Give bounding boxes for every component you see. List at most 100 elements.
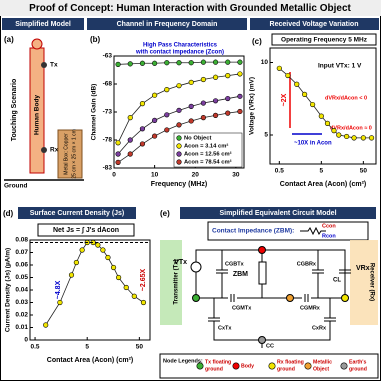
rcon-label: Rcon [322,233,336,239]
data-point [164,86,170,93]
panel-header: Simplified Model [15,21,71,28]
legend-marker [176,151,182,157]
panel-label: (d) [3,209,14,218]
y-axis-label: Channel Gain (dB) [91,84,98,141]
title: Proof of Concept: Human Interaction with… [29,3,351,14]
data-point [127,151,133,157]
capacitor [208,298,336,341]
zbm-label: ZBM [233,271,248,278]
data-point [79,247,85,253]
data-point [237,59,243,65]
data-point [127,114,133,121]
y-axis-label: Voltage (VRx) (mV) [249,77,256,135]
x-axis-label: Contact Area (Acon) (cm²) [280,181,366,188]
subheader: Operating Frequency 5 MHz [281,37,368,44]
data-point [318,113,324,119]
y-tick-label: 0.01 [15,324,28,331]
tx-region-label: Transmitter (Tx) [174,259,180,304]
annotation: ~4.8X [55,280,62,299]
data-point [212,98,219,104]
contact-box [207,221,369,241]
head [31,38,43,50]
legend-label: ground [277,366,295,372]
capacitor [339,269,351,274]
legend-marker [340,362,348,370]
data-point [331,128,337,134]
legend-label: Tx floating [205,359,231,365]
legend [173,132,243,168]
data-point [276,65,282,71]
subheader-box [37,223,135,237]
header-bar [87,18,247,30]
annotation: dVRx/dAcon ≈ 0 [330,125,372,131]
body-label: Human Body [34,95,41,135]
data-point [127,137,133,143]
legend-label: No Object [184,136,211,142]
x-tick-label: 30 [232,172,240,179]
data-point [131,293,137,299]
data-point [200,100,206,106]
data-point [294,81,300,87]
data-point [95,242,101,248]
legend-label: Body [241,363,254,369]
y-tick-label: 0.08 [15,237,28,244]
legend-marker [176,143,182,149]
y-tick-label: 0.06 [15,262,28,269]
data-point [188,79,194,85]
scenario-label: Touching Scenario [11,79,18,142]
y-tick-label: 0.02 [15,312,28,319]
data-point [139,60,146,66]
data-point [212,112,219,118]
data-point [110,264,117,271]
data-point [200,114,206,121]
y-axis-label: Current Density (Js) (µA/m) [5,248,12,332]
data-point [164,60,170,66]
vtx-label: VTx [174,259,187,266]
data-point [237,71,243,77]
y-tick-label: -63 [103,53,113,60]
y-tick-label: -73 [103,109,113,116]
data-point [115,151,121,157]
tx-ground-node [192,294,200,302]
data-point [73,259,79,266]
box-label: Metal Box: Copper [63,133,69,175]
y-tick-label: 0.03 [15,299,28,306]
data-point [139,100,146,107]
cxrx-label: CxRx [312,325,327,331]
header-bar [180,207,376,219]
tx-node [41,62,47,68]
data-point [164,112,170,118]
subheader-box [271,33,377,46]
x-axis-label: Contact Area (Acon) (cm²) [47,357,133,364]
data-point [176,107,182,113]
x-axis-label: Frequency (MHz) [151,181,207,188]
panel-label: (c) [252,37,262,46]
legend-marker [232,362,240,370]
header-bar [2,18,84,30]
tx-label: Tx [50,62,58,69]
panel-label: (b) [90,35,101,44]
cc-label: CC [266,343,274,349]
panel-header: Received Voltage Variation [270,21,359,28]
data-point [116,274,122,281]
wire [195,249,346,298]
data-point [285,72,291,79]
data-point [43,322,49,328]
data-point [344,133,350,140]
data-point [139,126,146,132]
data-point [176,122,182,128]
data-point [360,135,366,141]
data-point [152,117,158,123]
data-point [237,108,243,115]
rx-region-label: Receiver (Rx) [368,263,374,301]
legend-label: Earth's [349,359,366,365]
x-tick-label: 50 [136,344,144,351]
panel-label: (e) [160,209,170,218]
data-point [324,120,331,126]
data-point [164,127,170,133]
cgbrx-label: CGBRx [297,261,317,267]
metal-node [286,294,294,302]
capacitor [312,250,324,298]
data-point [302,91,308,97]
